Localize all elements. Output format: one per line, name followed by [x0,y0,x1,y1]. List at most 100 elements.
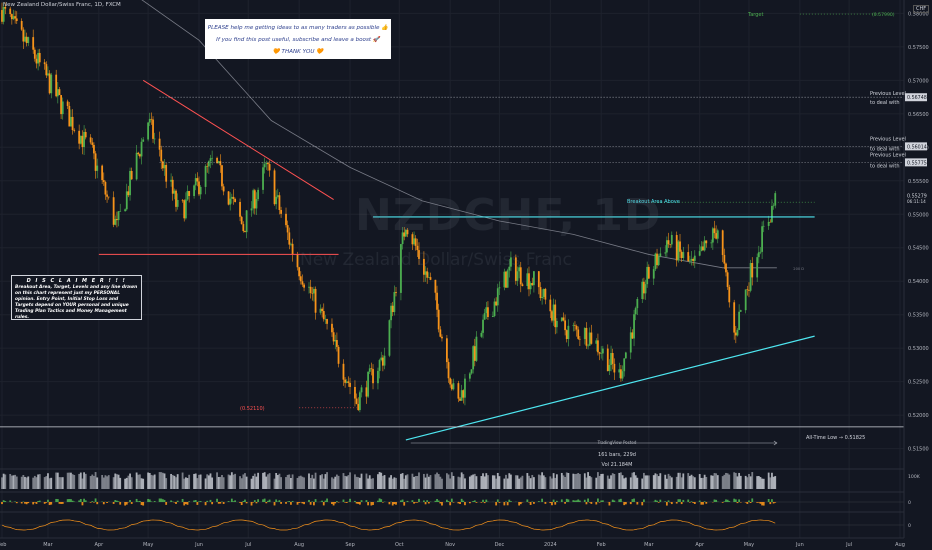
osc-bar [119,502,122,505]
osc-bar [199,501,202,502]
osc2-line [1,519,776,531]
osc-bar [336,501,338,502]
volume-bar [365,473,368,489]
candle-body [311,293,314,294]
currency-badge[interactable]: CHF [913,5,930,13]
volume-bar [209,473,212,489]
volume-bar [551,478,553,489]
osc-bar [738,499,741,502]
osc-bar [687,499,690,502]
osc-bar [9,500,12,502]
candle-body [636,299,639,309]
volume-bar [539,475,542,489]
osc-bar [193,500,195,502]
osc-bar [184,502,187,505]
candle-body [79,135,82,144]
osc-bar [24,502,26,504]
osc-bar [600,500,603,502]
osc-bar [288,501,291,502]
candle-body [171,179,174,194]
osc-bar [692,502,695,503]
candle-body [537,271,540,288]
volume-bar [388,477,391,489]
candle-body [575,325,578,330]
x-tick-label: Jul [845,542,852,548]
candle-body [505,271,507,288]
candle-body [475,336,478,361]
osc-bar [47,499,49,502]
volume-bar [475,476,478,489]
osc-bar [721,502,724,503]
drawings-layer[interactable] [0,13,904,446]
volume-bar [519,477,522,489]
osc-bar [148,499,151,502]
candle-body [38,52,41,63]
volume-bar [227,474,230,489]
volume-bar [493,475,496,489]
candle-body [337,346,340,364]
volume-bar [424,477,427,489]
candle-body [429,277,432,280]
candle-body [761,226,763,252]
volume-bar [181,472,184,489]
candle-body [554,304,557,328]
candle-body [510,257,512,267]
candle-body [152,119,154,139]
volume-bar [296,477,299,489]
osc-bar [216,498,218,502]
candle-body [588,332,591,346]
candle-body [680,251,683,258]
volume-bar [370,478,373,489]
osc-bar [206,500,209,502]
volume-bar [574,474,576,489]
volume-bar [380,472,383,489]
volume-bar [623,478,626,489]
osc-bar [725,499,727,502]
volume-bar [10,475,13,489]
volume-bar [20,476,23,489]
volume-bar [245,476,248,489]
time-axis[interactable]: Feb Mar Apr May Jun Jul Aug Sep Oct Nov Dec 2024 Feb… [0,537,905,548]
osc-bar [252,502,255,503]
candle-body [230,196,233,199]
candle-body [276,195,279,197]
volume-bar [381,475,384,489]
volume-bar [107,475,110,489]
volume-bar [196,478,199,489]
candle-body [565,330,568,340]
volume-bar [721,476,724,489]
volume-bar [644,475,647,489]
candle-body [71,116,74,131]
volume-bar [35,477,38,489]
volume-bar [395,477,397,489]
candle-body [716,230,719,239]
candle-body [692,258,695,261]
candle-body [194,178,197,186]
osc-bar [751,498,754,502]
candle-body [472,346,475,370]
x-tick-label: Feb [0,542,6,548]
target-value-label: (0.57990) [872,12,895,18]
candle-body [170,179,172,182]
volume-bar [575,473,578,489]
volume-bar [150,474,153,489]
volume-bar [372,478,374,489]
x-tick-label: Jul [244,542,251,548]
osc-bar [313,502,315,506]
osc-bar [27,502,30,504]
price-axis[interactable]: 0.580000.575000.570000.565000.560000.555… [903,0,929,538]
osc-bar [217,502,220,504]
volume-bar [367,478,369,489]
breakout-label: Breakout Area Above [627,199,680,205]
volume-bar [485,473,488,489]
osc-bar [560,499,563,502]
candle-body [401,232,404,245]
osc-bar [332,502,335,506]
candle-body [253,190,256,209]
symbol-title[interactable]: New Zealand Dollar/Swiss Franc, 1D, FXCM [3,2,121,8]
volume-bar [445,473,448,489]
candle-body [521,284,524,287]
osc-bar [445,499,448,502]
volume-bar [715,473,718,489]
